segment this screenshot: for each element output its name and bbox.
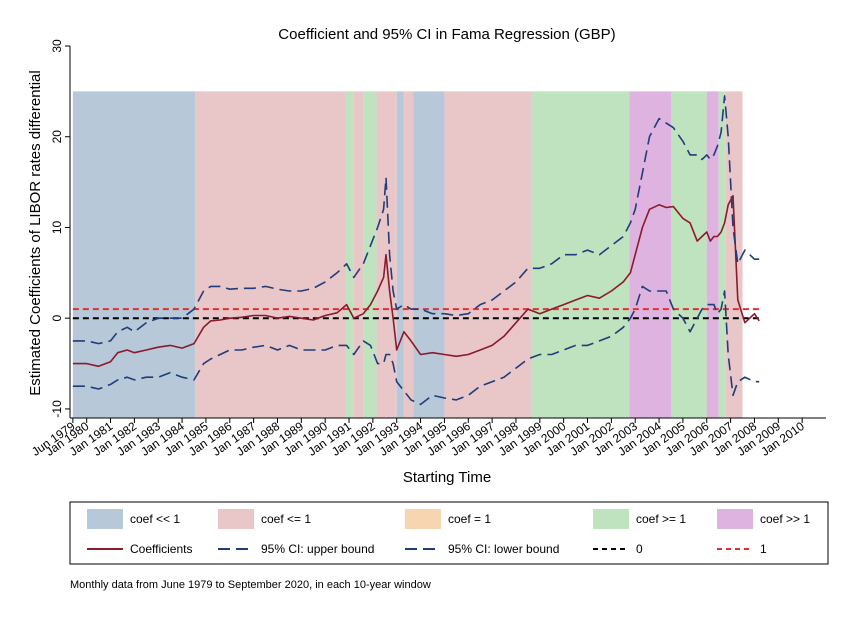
legend-box xyxy=(69,501,829,565)
legend-label: 95% CI: upper bound xyxy=(261,542,374,556)
legend-label: coef = 1 xyxy=(448,512,491,526)
band-3 xyxy=(353,91,364,419)
y-axis-label: Estimated Coefficients of LIBOR rates di… xyxy=(27,70,44,395)
series-line-2 xyxy=(72,285,760,406)
legend-label: Coefficients xyxy=(130,542,192,556)
band-2 xyxy=(345,91,354,419)
legend-label: coef >= 1 xyxy=(636,512,686,526)
band-0 xyxy=(72,91,196,419)
y-tick-label: 20 xyxy=(50,130,64,144)
legend-label: coef << 1 xyxy=(130,512,180,526)
band-7 xyxy=(403,91,414,419)
band-9 xyxy=(444,91,532,419)
legend-swatch xyxy=(218,509,254,529)
band-6 xyxy=(396,91,404,419)
band-12 xyxy=(670,91,707,419)
y-tick-label: 0 xyxy=(50,315,64,322)
band-15 xyxy=(725,91,743,419)
band-8 xyxy=(413,91,445,419)
band-11 xyxy=(629,91,671,419)
series-line-0 xyxy=(72,194,760,368)
band-4 xyxy=(363,91,377,419)
legend-label: coef >> 1 xyxy=(760,512,810,526)
x-axis-label: Starting Time xyxy=(403,469,491,486)
legend-label: coef <= 1 xyxy=(261,512,311,526)
series-lines xyxy=(72,95,760,406)
y-tick-label: 10 xyxy=(50,220,64,234)
y-tick-label: 30 xyxy=(50,39,64,53)
legend-swatch xyxy=(405,509,441,529)
series-line-1 xyxy=(72,95,760,345)
chart-title: Coefficient and 95% CI in Fama Regressio… xyxy=(278,26,615,43)
legend-swatch xyxy=(87,509,123,529)
legend-label: 0 xyxy=(636,542,643,556)
band-1 xyxy=(195,91,346,419)
regime-bands xyxy=(72,91,743,419)
band-13 xyxy=(706,91,719,419)
y-tick-label: -10 xyxy=(50,400,64,418)
legend-label: 1 xyxy=(760,542,767,556)
legend-swatch xyxy=(717,509,753,529)
footnote: Monthly data from June 1979 to September… xyxy=(70,579,431,591)
legend-swatch xyxy=(593,509,629,529)
band-14 xyxy=(718,91,726,419)
legend: coef << 1 coef <= 1 coef = 1 coef >= 1 coef … xyxy=(69,501,829,565)
band-10 xyxy=(531,91,630,419)
legend-label: 95% CI: lower bound xyxy=(448,542,559,556)
